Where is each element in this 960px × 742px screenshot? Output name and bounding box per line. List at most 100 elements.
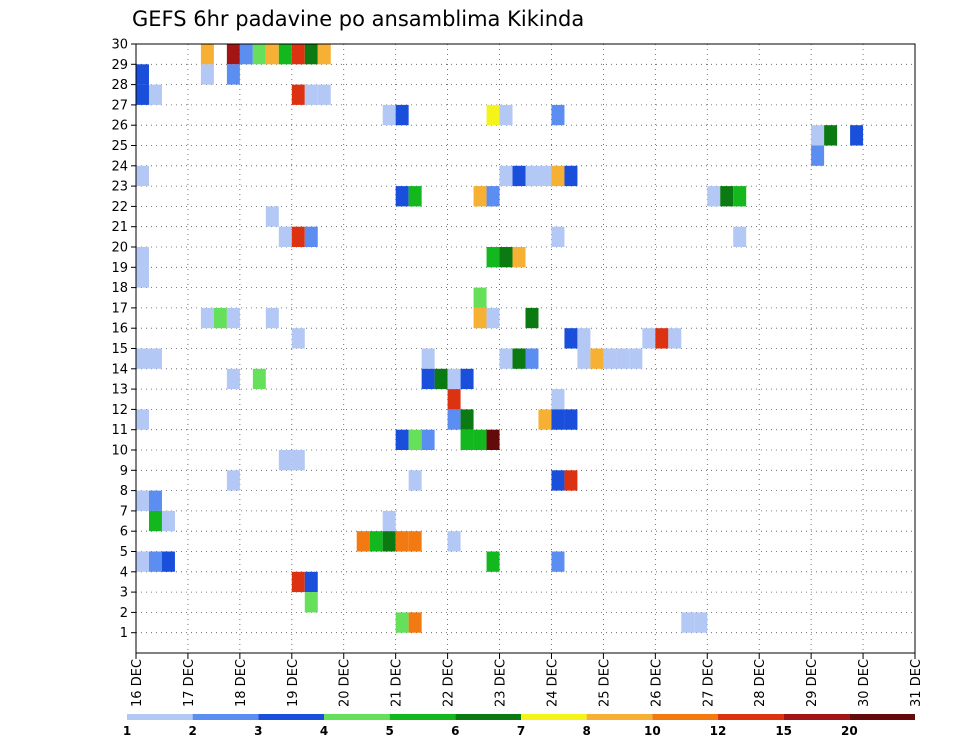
heatmap-cell: [733, 226, 747, 247]
heatmap-cell: [226, 44, 240, 65]
heatmap-cell: [486, 551, 500, 572]
heatmap-cell: [395, 531, 409, 552]
heatmap-cell: [811, 125, 825, 146]
y-tick-label: 12: [111, 403, 128, 418]
x-tick-label: 30 DEC: [857, 659, 872, 707]
heatmap-cell: [616, 348, 630, 369]
x-axis: 16 DEC 17 DEC 18 DEC 19 DEC 20 DEC 21 DEC 22 D…: [130, 653, 924, 707]
heatmap-cell: [473, 186, 487, 207]
heatmap-cell: [148, 490, 162, 511]
y-tick-label: 4: [120, 565, 128, 580]
heatmap-cell: [421, 429, 435, 450]
heatmap-cell: [421, 348, 435, 369]
heatmap-cell: [551, 470, 565, 491]
x-tick-label: 26 DEC: [649, 659, 664, 707]
heatmap-cell: [148, 510, 162, 532]
legend-swatch: [324, 714, 390, 720]
y-tick-label: 6: [120, 525, 128, 540]
y-tick-label: 29: [111, 58, 128, 73]
heatmap-cell: [525, 165, 539, 187]
heatmap-cell: [408, 186, 422, 207]
heatmap-cell: [681, 612, 695, 633]
heatmap-cell: [421, 368, 435, 390]
heatmap-cell: [136, 267, 149, 288]
heatmap-cell: [291, 226, 305, 247]
heatmap-cell: [136, 348, 149, 369]
y-tick-label: 7: [120, 504, 128, 519]
legend-label: 8: [582, 724, 590, 738]
heatmap-cell: [551, 165, 565, 187]
heatmap-cell: [291, 328, 305, 349]
heatmap-cell: [252, 368, 266, 390]
heatmap-cell: [447, 531, 461, 552]
heatmap-cell: [395, 186, 409, 207]
legend-swatch: [783, 714, 850, 720]
heatmap-cell: [148, 84, 162, 105]
heatmap-cell: [512, 247, 526, 268]
heatmap-cell: [551, 389, 565, 410]
y-tick-label: 1: [120, 626, 128, 641]
heatmap-cell: [382, 104, 396, 126]
legend-label: 4: [320, 724, 328, 738]
heatmap-cell: [226, 64, 240, 85]
heatmap-cell: [291, 450, 305, 471]
heatmap-cell: [473, 287, 487, 308]
legend-swatch: [849, 714, 915, 720]
x-tick-label: 20 DEC: [338, 659, 353, 707]
x-tick-label: 28 DEC: [753, 659, 768, 707]
heatmap-cell: [226, 368, 240, 390]
heatmap-cell: [551, 104, 565, 126]
heatmap-cell: [577, 348, 591, 369]
heatmap-cell: [590, 348, 604, 369]
y-tick-label: 18: [111, 281, 128, 296]
heatmap-cell: [252, 44, 266, 65]
heatmap-cell: [161, 551, 175, 572]
heatmap-cell: [304, 44, 318, 65]
y-tick-label: 25: [111, 139, 128, 154]
legend-swatch: [127, 714, 193, 720]
heatmap-cell: [304, 571, 318, 593]
heatmap-cell: [136, 64, 149, 85]
heatmap-cell: [161, 510, 175, 532]
y-tick-label: 22: [111, 200, 128, 215]
heatmap-cell: [486, 307, 500, 329]
legend: 1 2 3 4 5 6 7 8 10 12 15 20: [123, 714, 915, 738]
heatmap-cell: [317, 84, 331, 105]
legend-swatch: [258, 714, 324, 720]
x-tick-label: 19 DEC: [286, 659, 301, 707]
heatmap-cell: [200, 44, 214, 65]
heatmap-cell: [148, 551, 162, 572]
heatmap-cell: [460, 368, 474, 390]
heatmap-cell: [564, 165, 578, 187]
heatmap-cell: [486, 247, 500, 268]
heatmap-cell: [824, 125, 838, 146]
y-tick-label: 26: [111, 119, 128, 134]
heatmap-cell: [499, 165, 513, 187]
legend-swatch: [652, 714, 718, 720]
heatmap-cell: [551, 551, 565, 572]
heatmap-cell: [733, 186, 747, 207]
heatmap-cell: [434, 368, 448, 390]
heatmap-cell: [265, 307, 279, 329]
x-tick-label: 31 DEC: [909, 659, 924, 707]
heatmap-cell: [486, 104, 500, 126]
heatmap-cell: [486, 429, 500, 450]
heatmap-cell: [304, 226, 318, 247]
heatmap-cell: [408, 531, 422, 552]
y-tick-label: 10: [111, 444, 128, 459]
heatmap-cell: [707, 186, 721, 207]
legend-label: 15: [775, 724, 792, 738]
heatmap-cell: [512, 165, 526, 187]
heatmap-cell: [408, 470, 422, 491]
heatmap-cell: [291, 44, 305, 65]
heatmap-cell: [460, 429, 474, 450]
heatmap-cell: [525, 348, 539, 369]
heatmap-cell: [577, 328, 591, 349]
heatmap-cell: [304, 592, 318, 613]
legend-label: 20: [841, 724, 858, 738]
y-tick-label: 30: [111, 38, 128, 53]
heatmap-cell: [629, 348, 643, 369]
heatmap-cell: [538, 165, 552, 187]
x-tick-label: 23 DEC: [494, 659, 509, 707]
y-tick-label: 28: [111, 78, 128, 93]
